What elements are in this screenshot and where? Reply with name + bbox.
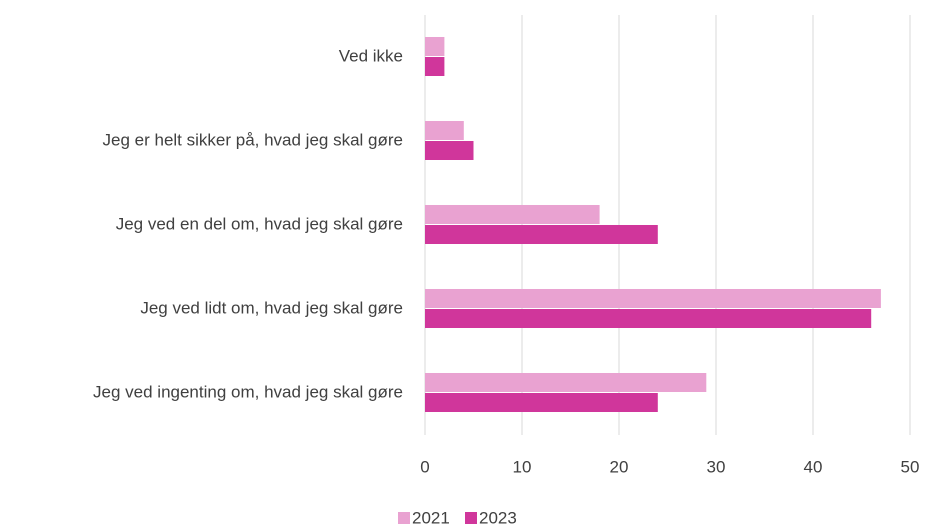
x-tick-label: 30 <box>707 457 726 476</box>
x-tick-label: 20 <box>610 457 629 476</box>
x-tick-label: 50 <box>901 457 920 476</box>
bar <box>425 205 600 224</box>
bar <box>425 141 474 160</box>
bar <box>425 373 707 392</box>
bar <box>425 393 658 412</box>
y-tick-label: Jeg er helt sikker på, hvad jeg skal gør… <box>103 130 403 149</box>
legend-swatch <box>465 512 477 524</box>
y-tick-label: Jeg ved en del om, hvad jeg skal gøre <box>116 214 403 233</box>
x-tick-label: 40 <box>804 457 823 476</box>
legend-label: 2021 <box>412 508 450 527</box>
legend-label: 2023 <box>479 508 517 527</box>
y-tick-label: Jeg ved ingenting om, hvad jeg skal gøre <box>93 382 403 401</box>
x-tick-label: 0 <box>420 457 429 476</box>
y-tick-label: Ved ikke <box>339 46 403 65</box>
y-tick-label: Jeg ved lidt om, hvad jeg skal gøre <box>140 298 403 317</box>
bar <box>425 309 872 328</box>
bar <box>425 121 464 140</box>
legend-swatch <box>398 512 410 524</box>
x-tick-label: 10 <box>513 457 532 476</box>
bar <box>425 37 445 56</box>
bar <box>425 289 881 308</box>
bar <box>425 225 658 244</box>
bar <box>425 57 445 76</box>
